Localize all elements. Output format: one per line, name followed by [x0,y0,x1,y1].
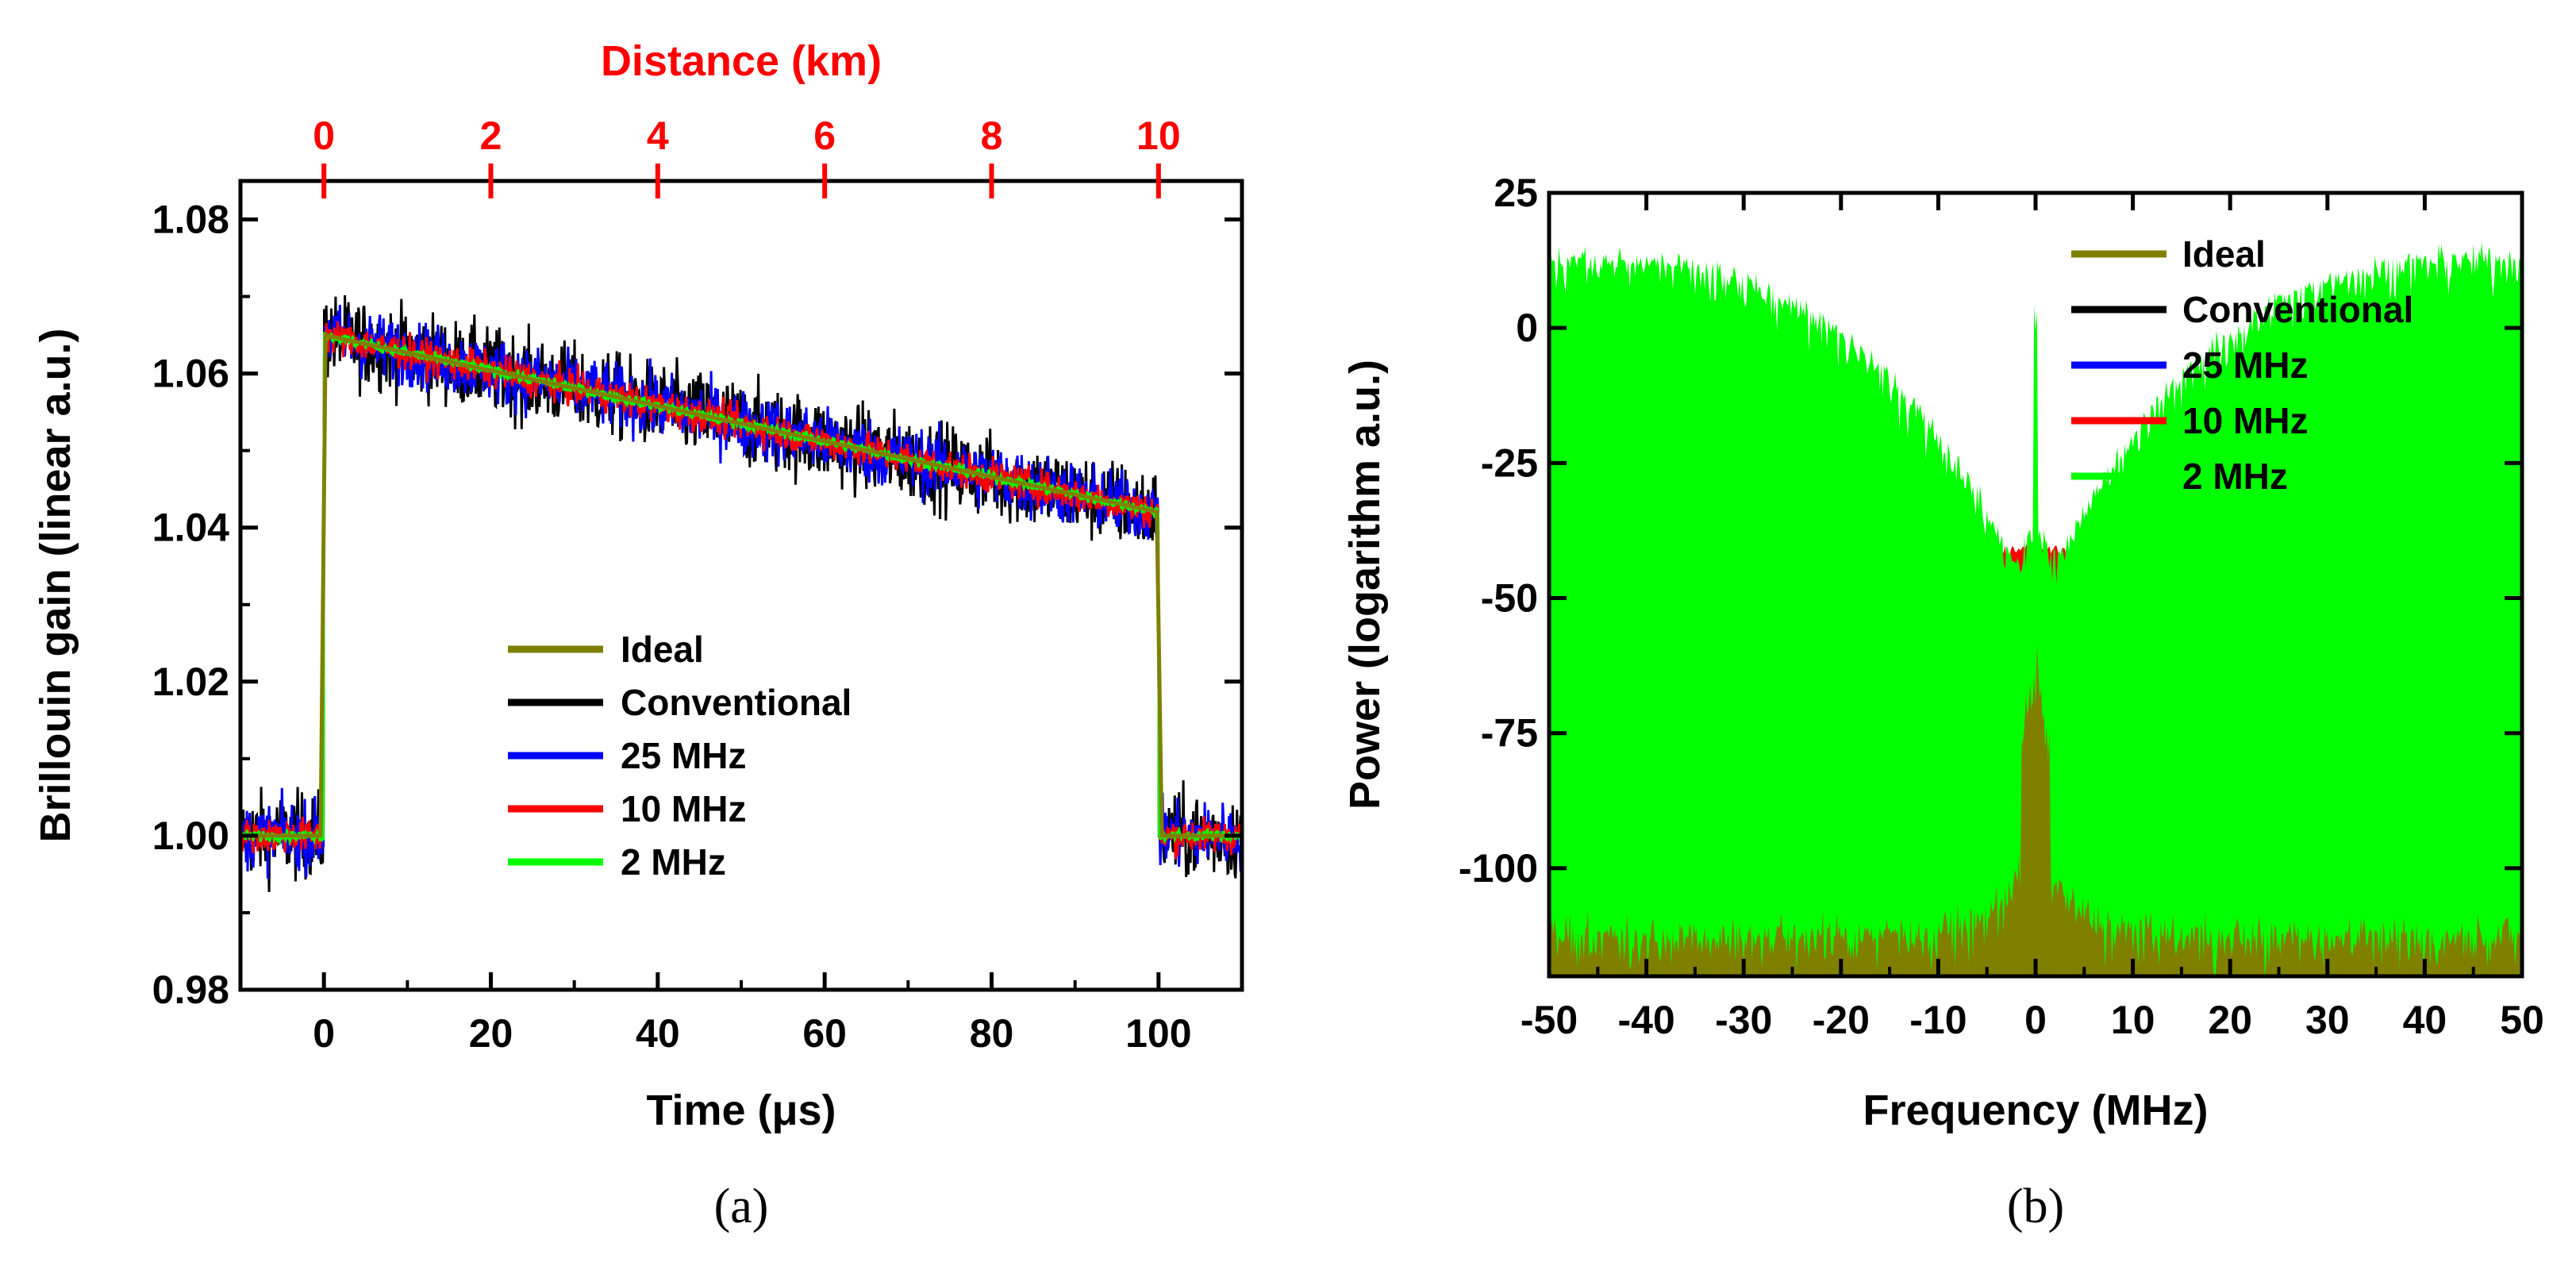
panel-a-x-tick-label: 0 [313,1011,335,1056]
panel-a-caption: (a) [714,1179,769,1233]
panel-b-y-tick-label: -100 [1459,846,1538,891]
panel-b-x-tick-label: 50 [2500,998,2544,1042]
panel-a-legend-label: Ideal [621,629,704,670]
panel-a-top-tick-label: 10 [1136,114,1181,158]
panel-a-y-axis-title: Brillouin gain (linear a.u.) [32,328,79,842]
panel-b-x-tick-label: -40 [1617,998,1674,1042]
panel-a-legend-label: 2 MHz [621,841,726,883]
panel-a-series-ideal [240,333,1242,838]
panel-a-x-tick-label: 20 [469,1011,513,1056]
panel-b-legend-label: 25 MHz [2182,344,2308,386]
panel-a-legend-label: Conventional [621,682,852,723]
panel-a-x-tick-label: 40 [636,1011,680,1056]
panel-a-top-tick-label: 6 [813,114,836,158]
panel-a-x-tick-label: 60 [802,1011,847,1056]
panel-a-x-tick-label: 100 [1125,1011,1191,1056]
panel-b: -50 -40 -30 -20 -10 0 10 20 30 40 50-100-75-50-250… [1341,171,2544,1233]
panel-b-y-tick-label: -25 [1481,441,1538,485]
panel-a-x-tick-label: 80 [970,1011,1014,1056]
panel-b-legend-label: Ideal [2182,233,2266,275]
panel-b-y-axis-title: Power (logarithm a.u.) [1341,360,1389,810]
panel-b-x-tick-label: 0 [2024,998,2047,1042]
panel-a-y-tick-label: 1.00 [152,814,229,858]
panel-a-y-tick-label: 1.04 [152,506,230,550]
panel-b-x-tick-label: 30 [2305,998,2350,1042]
panel-b-x-tick-label: 10 [2111,998,2155,1042]
panel-a-top-tick-label: 4 [647,114,669,158]
panel-b-y-tick-label: -75 [1481,711,1538,756]
panel-a: 0 20 40 60 80 100 0.98 1.00 1.02 1.04 1.06 1.08 0 2 4… [32,37,1244,1233]
panel-b-series-2-mhz [1549,242,2522,976]
panel-b-x-tick-label: -50 [1521,998,1578,1042]
panel-b-legend-label: 10 MHz [2182,400,2308,441]
panel-a-x-axis-title: Time (μs) [646,1087,836,1134]
panel-a-y-tick-label: 1.02 [152,660,229,704]
panel-b-x-axis-title: Frequency (MHz) [1863,1087,2208,1134]
panel-b-caption: (b) [2007,1179,2064,1233]
panel-b-x-tick-label: -10 [1909,998,1967,1042]
panel-b-x-tick-label: 40 [2403,998,2447,1042]
panel-a-legend: Ideal Conventional 25 MHz 10 MHz 2 MHz [508,629,852,883]
panel-a-top-tick-label: 0 [313,114,335,158]
panel-a-y-tick-label: 1.08 [152,198,229,242]
panel-a-top-axis-title: Distance (km) [601,37,882,85]
panel-a-y-tick-label: 0.98 [152,968,229,1012]
panel-b-legend-label: Conventional [2182,289,2413,330]
panel-a-legend-label: 10 MHz [621,788,746,829]
panel-a-top-tick-label: 2 [480,114,502,158]
panel-b-x-tick-label: -30 [1715,998,1772,1042]
panel-a-plot-frame [238,179,1244,992]
panel-b-x-tick-label: 20 [2208,998,2252,1042]
panel-b-legend-label: 2 MHz [2182,456,2288,497]
panel-b-series-ideal-floor [1549,645,2522,976]
panel-b-y-tick-label: -50 [1481,576,1538,621]
panel-a-y-tick-label: 1.06 [152,352,229,396]
panel-b-x-tick-label: -20 [1813,998,1870,1042]
panel-a-top-tick-label: 8 [981,114,1003,158]
panel-a-legend-label: 25 MHz [621,735,746,776]
panel-b-y-tick-label: 0 [1516,306,1538,350]
panel-b-legend: Ideal Conventional 25 MHz 10 MHz 2 MHz [2071,233,2413,497]
panel-b-y-tick-label: 25 [1494,171,1538,215]
